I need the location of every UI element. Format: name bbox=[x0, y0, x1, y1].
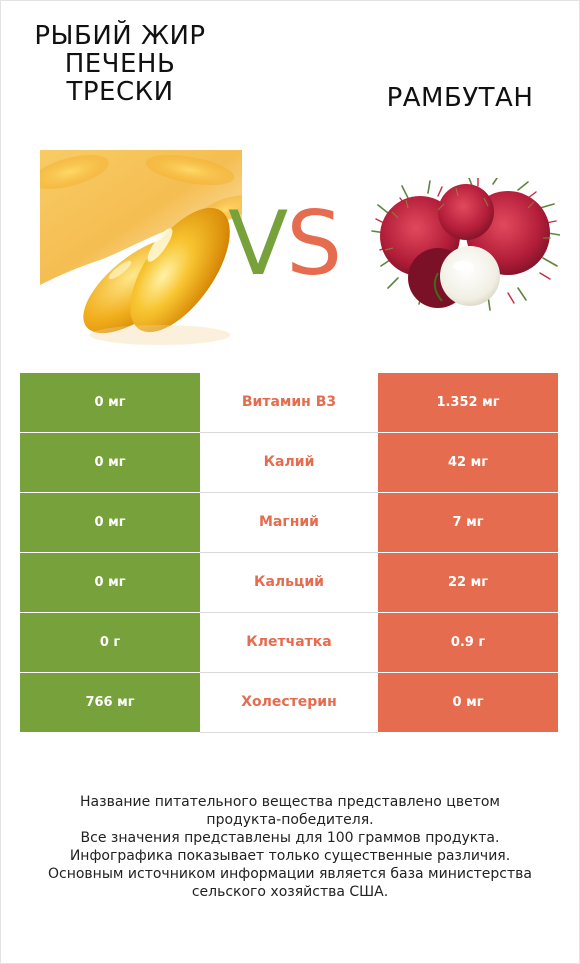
table-row: 0 г Клетчатка 0.9 г bbox=[20, 613, 558, 673]
row-divider bbox=[200, 672, 378, 673]
row-divider bbox=[200, 552, 378, 553]
footnote-line: сельского хозяйства США. bbox=[191, 884, 389, 900]
left-value-cell: 0 мг bbox=[20, 433, 200, 492]
right-value-cell: 0 мг bbox=[378, 673, 558, 732]
row-divider bbox=[200, 432, 378, 433]
table-row: 0 мг Кальций 22 мг bbox=[20, 553, 558, 613]
vs-letter-v: V bbox=[228, 192, 288, 295]
table-row: 0 мг Калий 42 мг bbox=[20, 433, 558, 493]
nutrient-name-cell: Кальций bbox=[200, 553, 378, 612]
right-product-title: РАМБУТАН bbox=[386, 83, 534, 113]
right-value-cell: 22 мг bbox=[378, 553, 558, 612]
left-title-line-1: РЫБИЙ ЖИР bbox=[34, 21, 206, 51]
left-product-title: РЫБИЙ ЖИР ПЕЧЕНЬ ТРЕСКИ bbox=[20, 22, 220, 106]
nutrient-name-cell: Витамин B3 bbox=[200, 373, 378, 432]
footnote-line: Все значения представлены для 100 граммо… bbox=[80, 830, 500, 846]
row-divider bbox=[200, 492, 378, 493]
right-value-cell: 1.352 мг bbox=[378, 373, 558, 432]
left-title-line-3: ТРЕСКИ bbox=[66, 77, 174, 107]
comparison-table: 0 мг Витамин B3 1.352 мг 0 мг Калий 42 м… bbox=[20, 373, 558, 733]
left-value-cell: 0 мг bbox=[20, 493, 200, 552]
left-title-line-2: ПЕЧЕНЬ bbox=[64, 49, 176, 79]
table-row: 0 мг Магний 7 мг bbox=[20, 493, 558, 553]
footnote-line: Название питательного вещества представл… bbox=[80, 794, 500, 810]
row-divider bbox=[200, 612, 378, 613]
left-value-cell: 0 мг bbox=[20, 373, 200, 432]
vs-letter-s: S bbox=[286, 192, 342, 295]
vs-label: VS bbox=[228, 196, 352, 292]
nutrient-name-cell: Холестерин bbox=[200, 673, 378, 732]
footnote-line: Инфографика показывает только существенн… bbox=[69, 848, 511, 864]
left-value-cell: 0 г bbox=[20, 613, 200, 672]
right-value-cell: 42 мг bbox=[378, 433, 558, 492]
footnote-line: Основным источником информации является … bbox=[48, 866, 532, 882]
nutrient-name-cell: Калий bbox=[200, 433, 378, 492]
table-row: 766 мг Холестерин 0 мг bbox=[20, 673, 558, 733]
right-value-cell: 0.9 г bbox=[378, 613, 558, 672]
fish-oil-capsules-image bbox=[40, 150, 242, 350]
footnote-line: продукта-победителя. bbox=[206, 812, 374, 828]
nutrient-name-cell: Магний bbox=[200, 493, 378, 552]
nutrient-name-cell: Клетчатка bbox=[200, 613, 378, 672]
row-divider bbox=[200, 732, 378, 733]
right-value-cell: 7 мг bbox=[378, 493, 558, 552]
left-value-cell: 766 мг bbox=[20, 673, 200, 732]
table-row: 0 мг Витамин B3 1.352 мг bbox=[20, 373, 558, 433]
left-value-cell: 0 мг bbox=[20, 553, 200, 612]
rambutan-image bbox=[371, 178, 560, 311]
footnote: Название питательного вещества представл… bbox=[20, 793, 560, 901]
